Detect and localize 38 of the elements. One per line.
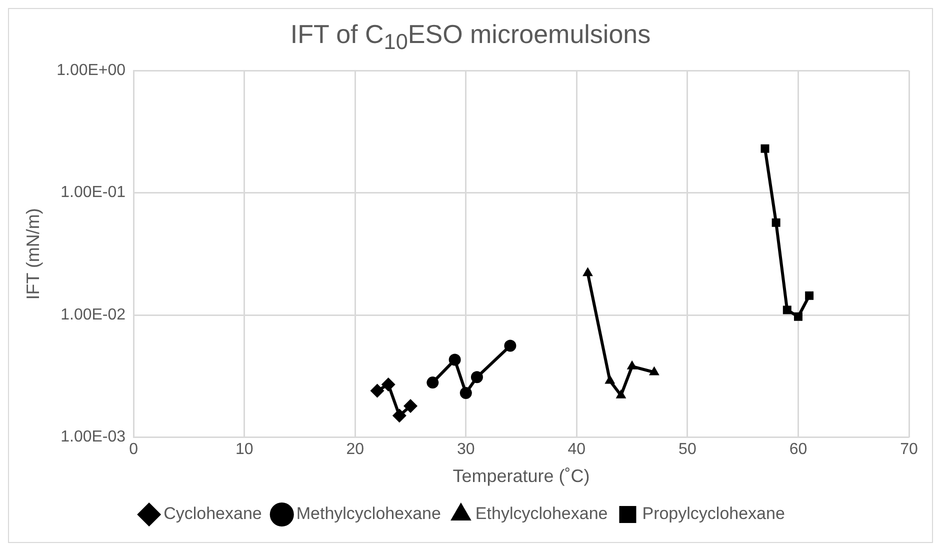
point [392,408,406,423]
chart-title: IFT of C$_{10}$ESO microemulsions [289,18,652,54]
point [604,374,616,384]
point [460,386,472,399]
x-tick-label: 40 [568,441,586,458]
y-tick-label: 1.00E-03 [60,428,126,446]
x-tick-label: 50 [678,441,696,458]
point [760,144,770,153]
point [616,389,626,398]
point [805,291,814,300]
point [782,306,792,314]
y-axis-title: IFT (mN/m) [22,208,43,300]
point [626,360,638,370]
y-tick-label: 1.00E-01 [60,184,126,202]
point [404,399,418,414]
point [370,384,384,398]
x-tick-label: 70 [900,441,918,458]
x-tick-label: 0 [129,441,138,458]
x-tick-label: 60 [789,441,808,458]
point [582,267,593,276]
point [470,371,483,384]
x-tick-label: 10 [235,441,254,458]
legend-label: Cyclohexane [164,504,262,524]
legend-label: Ethylcyclohexane [475,504,608,524]
point [504,340,516,352]
y-tick-label: 1.00E-02 [60,306,126,324]
point [426,376,439,389]
point [381,377,396,392]
x-tick-label: 30 [456,441,475,458]
legend-label: Propylcyclohexane [642,504,785,524]
point [772,218,780,227]
legend-label: Methylcyclohexane [296,504,441,524]
y-tick-label: 1.00E+00 [56,62,126,80]
point [448,354,461,366]
point [649,366,660,376]
x-tick-label: 20 [346,441,364,458]
point [794,312,802,321]
x-axis-title: Temperature (˚C) [452,466,590,486]
